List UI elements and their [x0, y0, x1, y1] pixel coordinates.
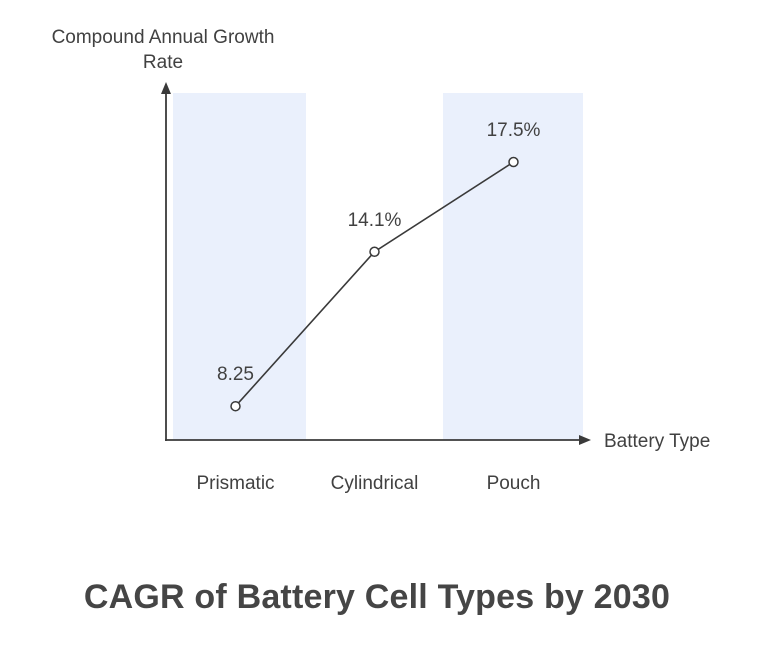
- category-label-cylindrical: Cylindrical: [330, 473, 419, 494]
- highlight-band: [443, 93, 583, 440]
- data-point-marker: [369, 246, 380, 258]
- chart-title: CAGR of Battery Cell Types by 2030: [83, 578, 671, 616]
- y-axis-title-line1: Compound Annual Growth: [51, 27, 275, 48]
- highlight-band: [173, 93, 306, 440]
- category-label-pouch: Pouch: [486, 473, 541, 494]
- data-point-label: 17.5%: [486, 120, 541, 141]
- y-axis-arrow-icon: [161, 82, 171, 94]
- y-axis-title-line2: Rate: [142, 52, 184, 74]
- data-point-label: 14.1%: [347, 209, 402, 231]
- x-axis-arrow-icon: [579, 435, 591, 445]
- x-axis-title: Battery Type: [604, 431, 711, 452]
- data-point-marker: [230, 400, 241, 412]
- y-axis-title: Compound Annual Growth Rate: [10, 25, 316, 75]
- data-point-marker: [508, 156, 519, 168]
- data-point-label: 8.25: [217, 364, 254, 386]
- category-label-prismatic: Prismatic: [196, 473, 275, 494]
- line-chart-canvas: [161, 82, 591, 445]
